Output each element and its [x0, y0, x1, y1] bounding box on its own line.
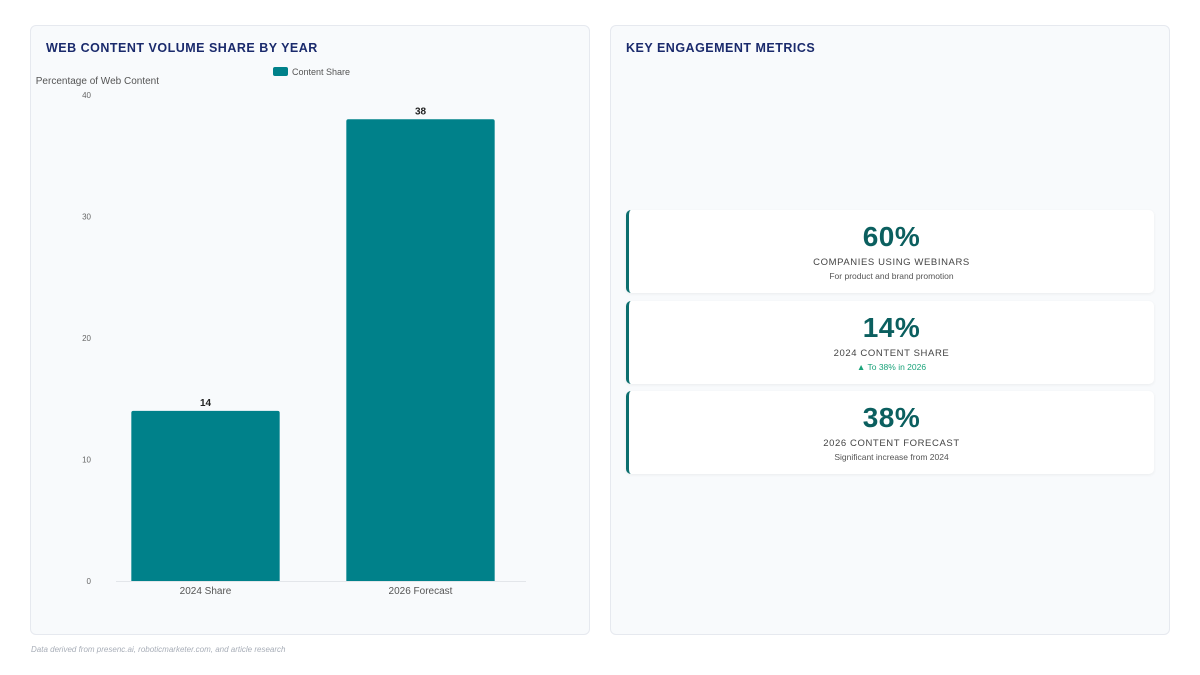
y-tick-label: 30 [82, 213, 91, 222]
x-tick-label: 2026 Forecast [389, 586, 453, 597]
chart-panel: WEB CONTENT VOLUME SHARE BY YEAR Percent… [30, 25, 590, 635]
y-tick-label: 40 [82, 91, 91, 100]
metrics-title: KEY ENGAGEMENT METRICS [626, 41, 816, 55]
legend-label: Content Share [292, 67, 350, 77]
metric-value: 14% [862, 312, 921, 343]
metric-value: 38% [862, 402, 921, 433]
bar-data-label: 38 [415, 106, 427, 117]
metric-label: 2024 CONTENT SHARE [833, 348, 950, 359]
legend-swatch [273, 67, 288, 76]
bar-data-label: 14 [200, 398, 212, 409]
y-tick-label: 10 [82, 456, 91, 465]
metric-trend-up: ▲ To 38% in 2026 [856, 362, 927, 372]
metric-subtext: For product and brand promotion [829, 271, 954, 281]
metric-card-2024-share: 14% 2024 CONTENT SHARE ▲ To 38% in 2026 [626, 301, 1154, 384]
bar-2024-share [131, 410, 280, 581]
bar-chart: Percentage of Web Content 0 10 20 30 40 Conten… [36, 67, 526, 597]
source-footnote: Data derived from presenc.ai, roboticmar… [31, 645, 286, 654]
y-tick-label: 20 [82, 334, 91, 343]
metric-card-2026-forecast: 38% 2026 CONTENT FORECAST Significant in… [626, 391, 1154, 474]
metric-value: 60% [862, 221, 921, 252]
chart-title: WEB CONTENT VOLUME SHARE BY YEAR [46, 41, 318, 55]
y-axis-label: Percentage of Web Content [36, 76, 159, 87]
metric-card-webinars: 60% COMPANIES USING WEBINARS For product… [626, 210, 1154, 293]
metric-subtext: Significant increase from 2024 [834, 452, 949, 462]
x-tick-label: 2024 Share [180, 586, 232, 597]
metric-label: COMPANIES USING WEBINARS [813, 257, 970, 268]
metrics-panel: KEY ENGAGEMENT METRICS 60% COMPANIES USI… [610, 25, 1170, 635]
y-tick-label: 0 [87, 577, 92, 586]
bar-2026-forecast [346, 119, 495, 582]
metric-label: 2026 CONTENT FORECAST [823, 438, 960, 449]
